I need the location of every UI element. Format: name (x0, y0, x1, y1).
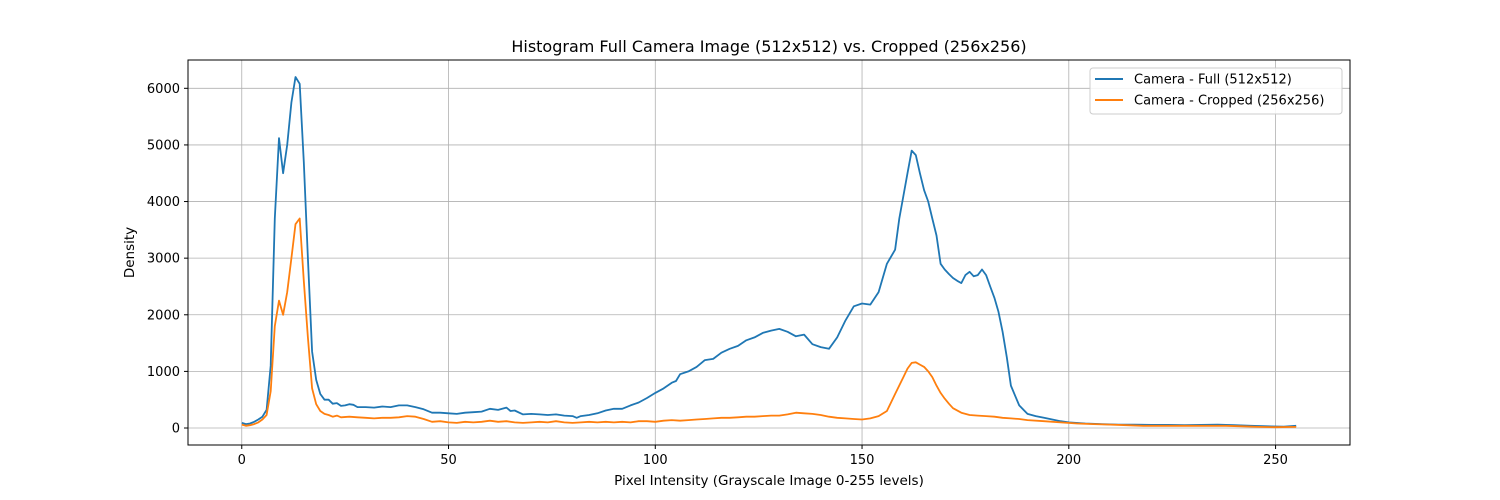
series-lines (241, 76, 1297, 429)
plot-frame (187, 59, 1351, 446)
x-tick-label: 150 (850, 453, 875, 468)
series-line-cropped (241, 217, 1297, 429)
series-line-full (241, 76, 1297, 428)
legend-label: Camera - Full (512x512) (1134, 73, 1292, 88)
grid-lines (188, 60, 1350, 445)
y-axis-label: Density (122, 227, 138, 278)
x-tick-label: 200 (1056, 453, 1081, 468)
y-tick-label: 6000 (147, 82, 180, 97)
x-tick-label: 50 (440, 453, 457, 468)
legend-box (1089, 67, 1343, 115)
y-tick-label: 3000 (147, 252, 180, 267)
axis-ticks: 0 50 100 150 200 250 0 1000 2000 3000 4000 5000 6000 (147, 82, 1288, 468)
x-tick-label: 0 (238, 453, 246, 468)
x-axis-label: Pixel Intensity (Grayscale Image 0-255 l… (614, 473, 924, 489)
x-tick-label: 250 (1263, 453, 1288, 468)
chart-title: Histogram Full Camera Image (512x512) vs… (511, 37, 1026, 56)
y-tick-label: 0 (172, 422, 180, 437)
y-tick-label: 5000 (147, 138, 180, 153)
y-tick-label: 1000 (147, 365, 180, 380)
y-tick-label: 2000 (147, 308, 180, 323)
y-tick-label: 4000 (147, 195, 180, 210)
legend-label: Camera - Cropped (256x256) (1134, 94, 1324, 109)
x-tick-label: 100 (643, 453, 668, 468)
legend: Camera - Full (512x512) Camera - Cropped … (1089, 67, 1343, 115)
